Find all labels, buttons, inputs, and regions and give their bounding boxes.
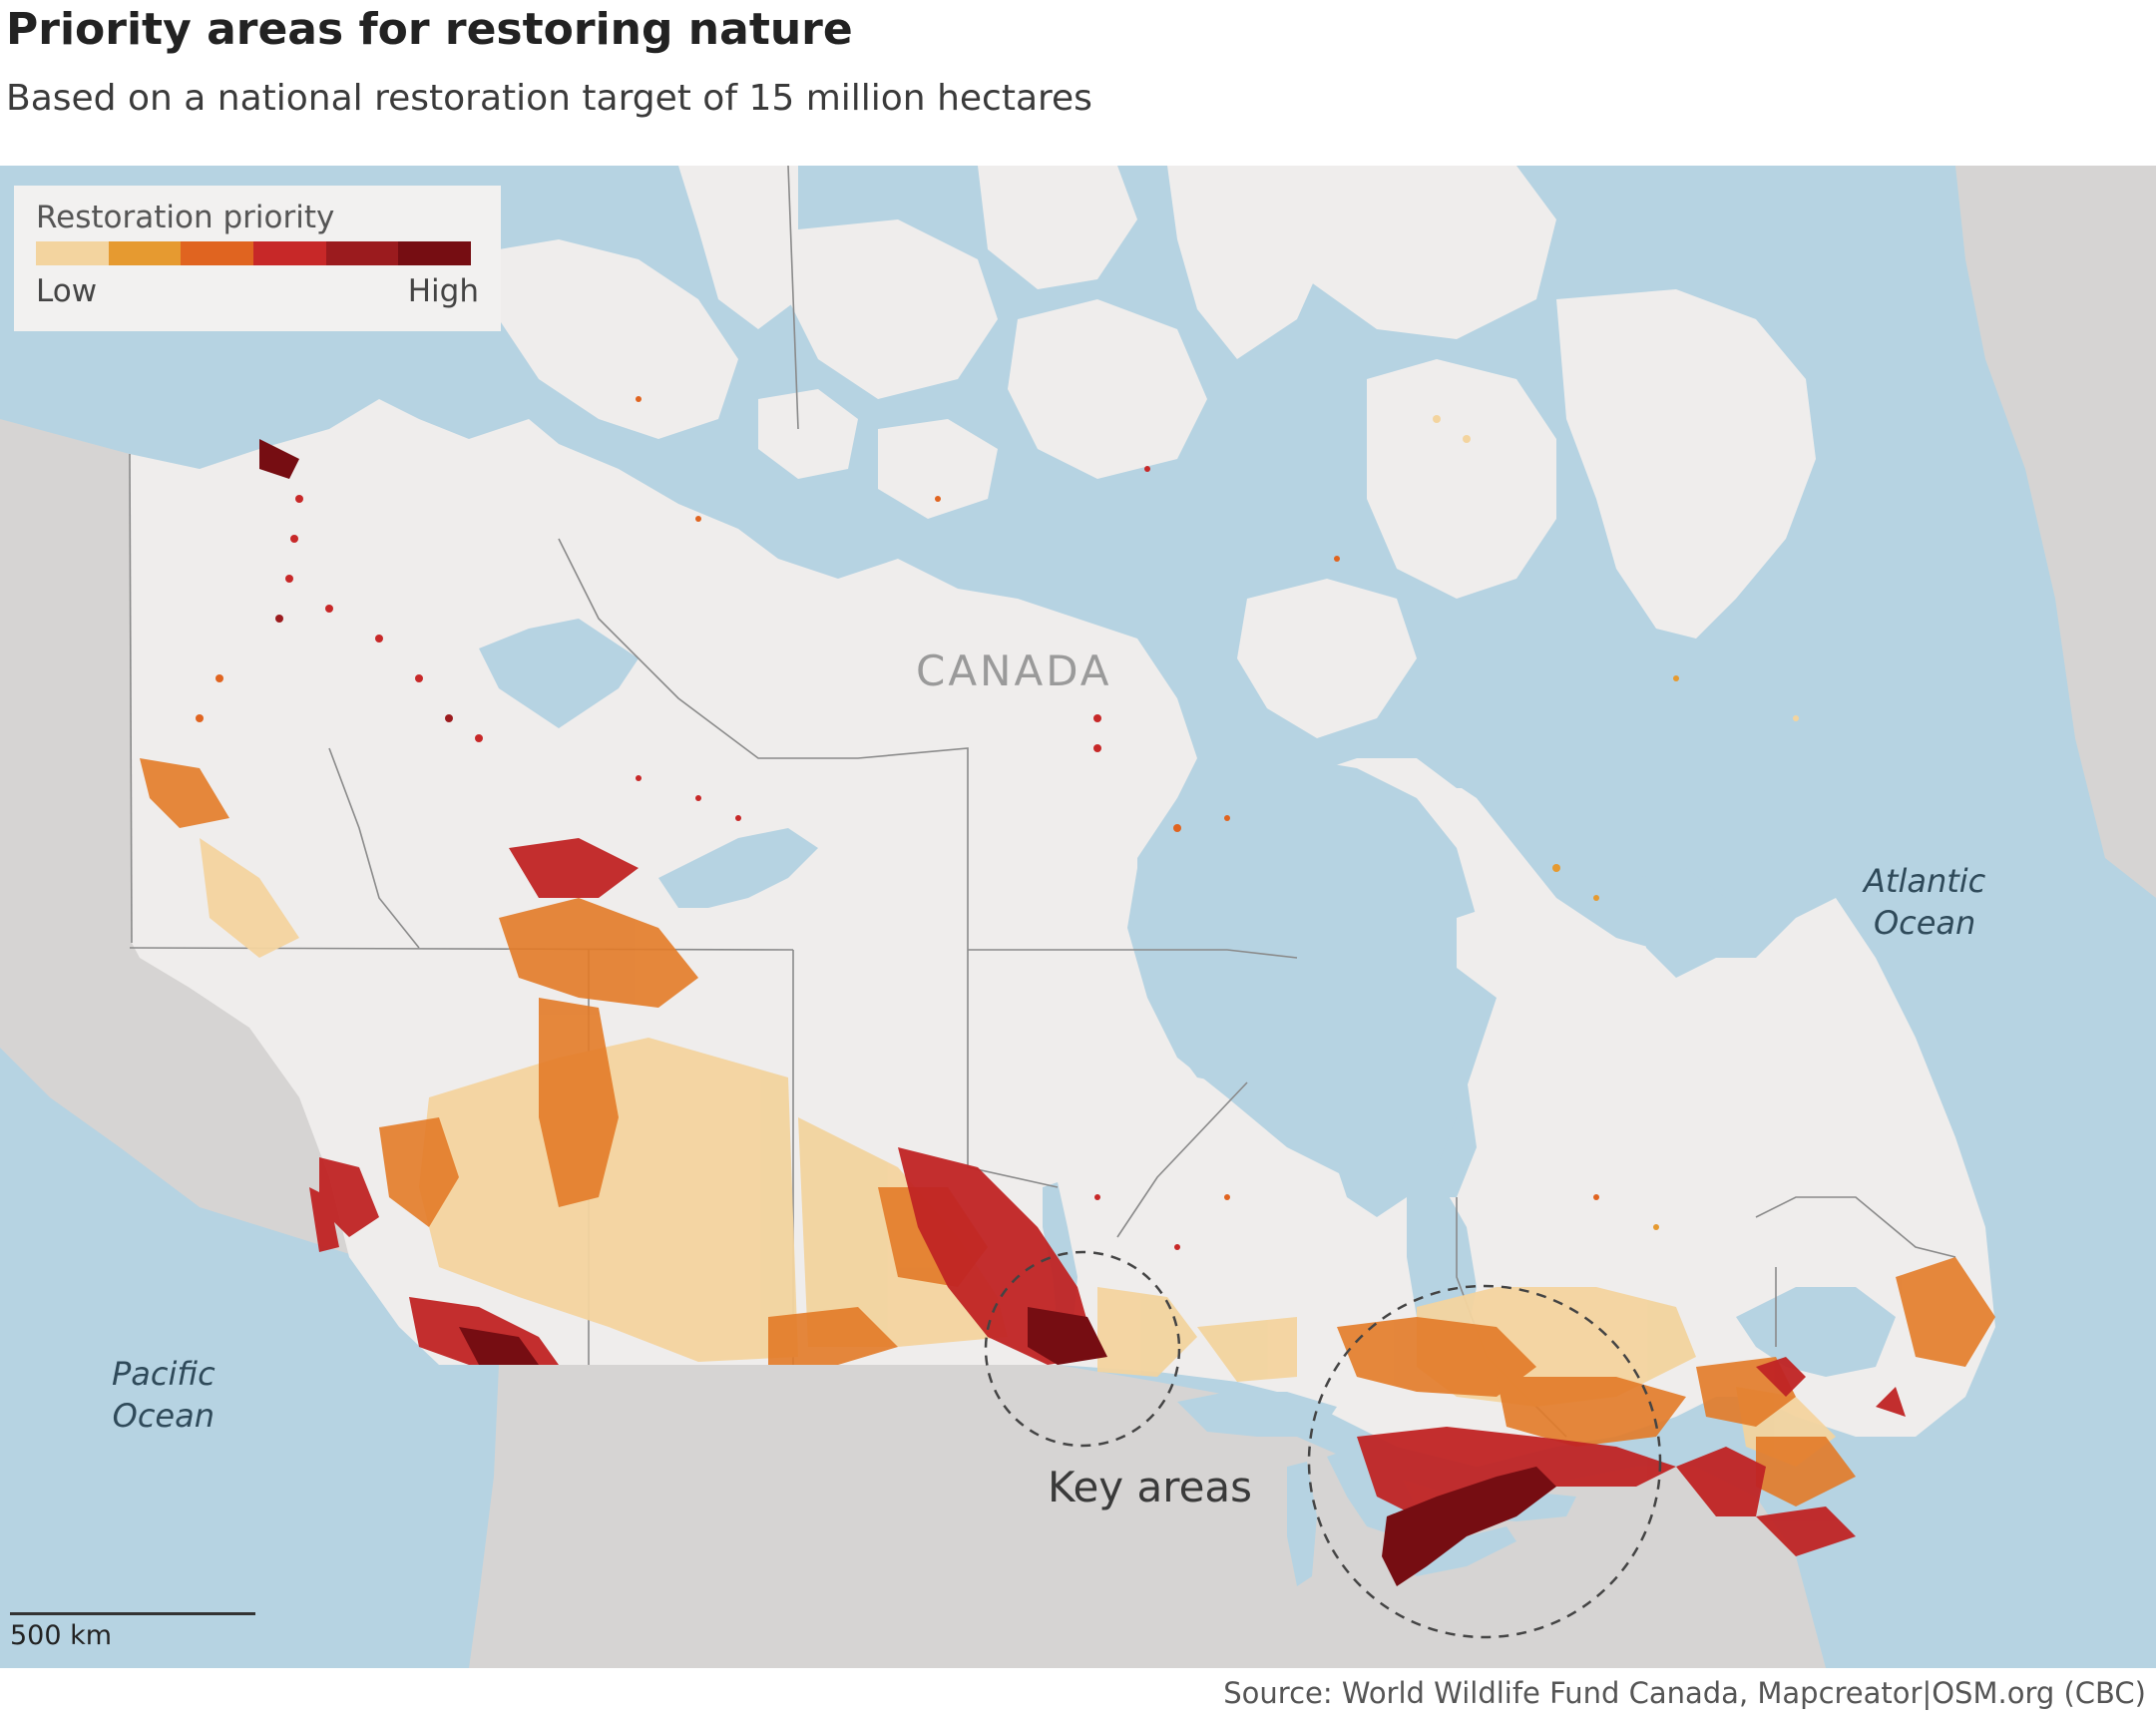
greenland-land bbox=[1955, 166, 2156, 898]
ocean-label-atlantic-line1: Atlantic bbox=[1864, 862, 1986, 900]
ocean-label-atlantic-line2: Ocean bbox=[1873, 904, 1976, 942]
priority-scatter bbox=[196, 396, 1799, 1250]
ocean-label-atlantic: Atlantic Ocean bbox=[1864, 860, 1985, 944]
key-area-circle-ontario-quebec bbox=[1307, 1284, 1662, 1639]
key-areas-label: Key areas bbox=[1048, 1463, 1253, 1511]
legend-high-label: High bbox=[407, 273, 479, 309]
map-subtitle: Based on a national restoration target o… bbox=[6, 78, 1092, 119]
legend-swatch-2 bbox=[108, 241, 182, 265]
legend-swatch-6 bbox=[398, 241, 472, 265]
map-canvas[interactable] bbox=[0, 166, 2156, 1668]
scale-bar bbox=[10, 1612, 255, 1615]
ocean-label-pacific-line1: Pacific bbox=[112, 1355, 216, 1393]
key-area-circle-manitoba bbox=[984, 1250, 1181, 1448]
legend-low-label: Low bbox=[36, 273, 98, 309]
source-credit: Source: World Wildlife Fund Canada, Mapc… bbox=[1223, 1676, 2146, 1710]
legend-swatch-1 bbox=[36, 241, 109, 265]
scale-bar-label: 500 km bbox=[10, 1620, 113, 1651]
ocean-label-pacific: Pacific Ocean bbox=[112, 1353, 216, 1437]
map-svg bbox=[0, 166, 2156, 1668]
great-slave-lake bbox=[658, 828, 818, 908]
lake-superior bbox=[1177, 1392, 1337, 1437]
usa-land bbox=[469, 1365, 1826, 1668]
legend-title: Restoration priority bbox=[36, 200, 335, 235]
hudson-strait bbox=[1417, 698, 1786, 878]
map-title: Priority areas for restoring nature bbox=[6, 4, 853, 55]
great-bear-lake bbox=[479, 619, 639, 728]
hudson-bay bbox=[1137, 758, 1497, 1217]
legend-swatch-5 bbox=[325, 241, 399, 265]
legend-swatch-4 bbox=[253, 241, 326, 265]
legend: Restoration priority Low High bbox=[14, 186, 501, 331]
ocean-label-pacific-line2: Ocean bbox=[112, 1397, 215, 1435]
arctic-islands bbox=[499, 166, 1816, 998]
legend-swatch-3 bbox=[181, 241, 254, 265]
priority-highest bbox=[259, 439, 1556, 1586]
legend-color-ramp bbox=[36, 241, 472, 265]
lake-michigan bbox=[1287, 1462, 1317, 1586]
ungava-bay bbox=[1636, 868, 1726, 978]
country-label-canada: CANADA bbox=[916, 646, 1112, 695]
